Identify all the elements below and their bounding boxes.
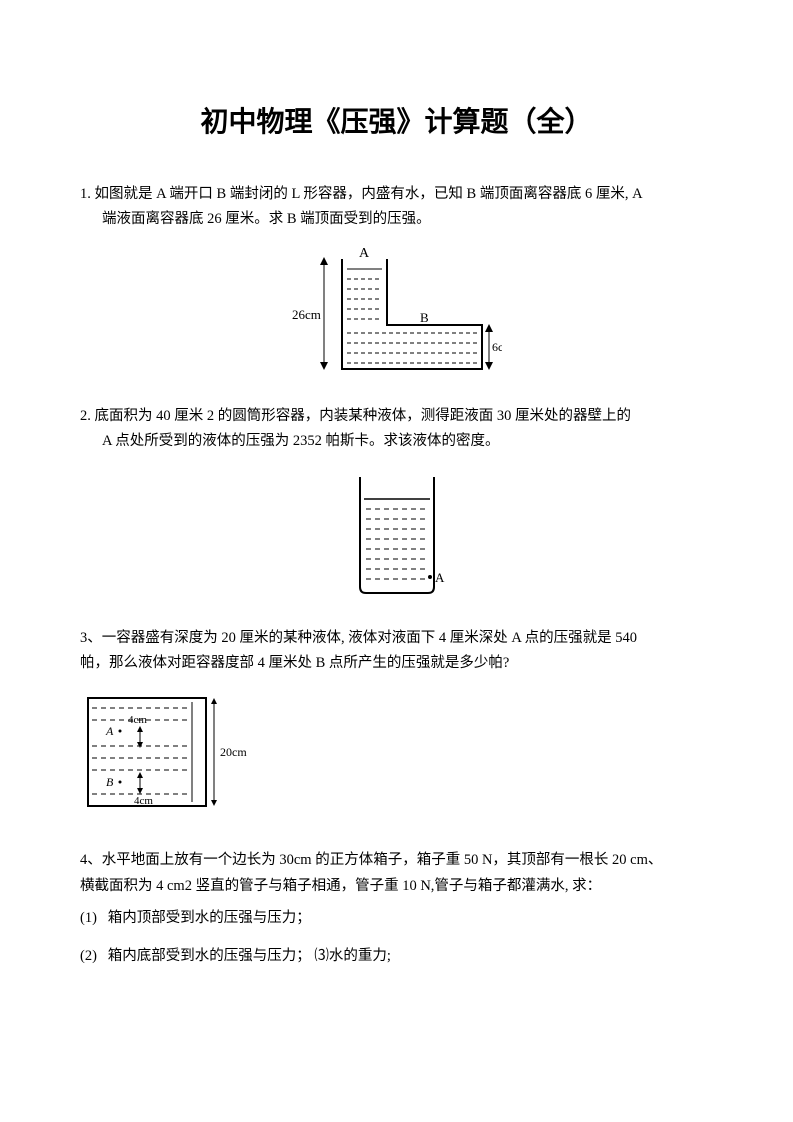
fig3-dim-bottom: 4cm: [134, 795, 153, 807]
figure-2: A: [80, 469, 713, 604]
fig3-label-b: B: [106, 775, 114, 789]
fig2-water-lines: [366, 509, 428, 579]
problem-4-subparts: (1) 箱内顶部受到水的压强与压力； (2) 箱内底部受到水的压强与压力； ⑶水…: [80, 905, 713, 970]
fig1-dim-right: 6cm: [492, 340, 502, 354]
fig1-label-b: B: [420, 310, 429, 325]
problem-3-line2: 帕，那么液体对距容器度部 4 厘米处 B 点所产生的压强就是多少帕?: [80, 651, 713, 676]
problem-2-line1: 底面积为 40 厘米 2 的圆筒形容器，内装某种液体，测得距液面 30 厘米处的…: [95, 408, 632, 424]
problem-4-sub2-text: 箱内底部受到水的压强与压力； ⑶水的重力;: [108, 948, 391, 964]
fig3-dim-right: 20cm: [220, 745, 247, 759]
problem-4-sub1-text: 箱内顶部受到水的压强与压力；: [108, 910, 311, 926]
fig1-dim-left: 26cm: [292, 307, 321, 322]
problem-1: 1. 如图就是 A 端开口 B 端封闭的 L 形容器，内盛有水，已知 B 端顶面…: [80, 182, 713, 233]
fig1-label-a: A: [359, 247, 370, 261]
problem-4-sub1-num: (1): [80, 910, 97, 926]
problem-2-line2: A 点处所受到的液体的压强为 2352 帕斯卡。求该液体的密度。: [80, 429, 713, 454]
page-title: 初中物理《压强》计算题（全）: [80, 100, 713, 140]
figure-1: 26cm A B 6cm: [80, 247, 713, 382]
problem-4-sub2-num: (2): [80, 948, 97, 964]
fig3-dim-top: 4cm: [128, 714, 147, 726]
problem-3: 3、一容器盛有深度为 20 厘米的某种液体, 液体对液面下 4 厘米深处 A 点…: [80, 626, 713, 677]
problem-3-line1: 3、一容器盛有深度为 20 厘米的某种液体, 液体对液面下 4 厘米深处 A 点…: [80, 630, 637, 646]
problem-2-number: 2.: [80, 404, 91, 429]
fig2-label-a: A: [435, 570, 445, 585]
problem-4-line2: 横截面积为 4 cm2 竖直的管子与箱子相通，管子重 10 N,管子与箱子都灌满…: [80, 874, 713, 899]
fig1-water-lines-horiz: [347, 333, 477, 363]
problem-1-line1: 如图就是 A 端开口 B 端封闭的 L 形容器，内盛有水，已知 B 端顶面离容器…: [95, 186, 643, 202]
problem-4-line1: 4、水平地面上放有一个边长为 30cm 的正方体箱子，箱子重 50 N，其顶部有…: [80, 852, 662, 868]
fig1-water-lines-vert: [347, 269, 382, 319]
problem-1-line2: 端液面离容器底 26 厘米。求 B 端顶面受到的压强。: [80, 207, 713, 232]
problem-2: 2. 底面积为 40 厘米 2 的圆筒形容器，内装某种液体，测得距液面 30 厘…: [80, 404, 713, 455]
figure-3: A 4cm B 4cm 20cm: [80, 690, 713, 820]
fig3-label-a: A: [105, 724, 114, 738]
problem-1-number: 1.: [80, 182, 91, 207]
problem-4: 4、水平地面上放有一个边长为 30cm 的正方体箱子，箱子重 50 N，其顶部有…: [80, 848, 713, 970]
